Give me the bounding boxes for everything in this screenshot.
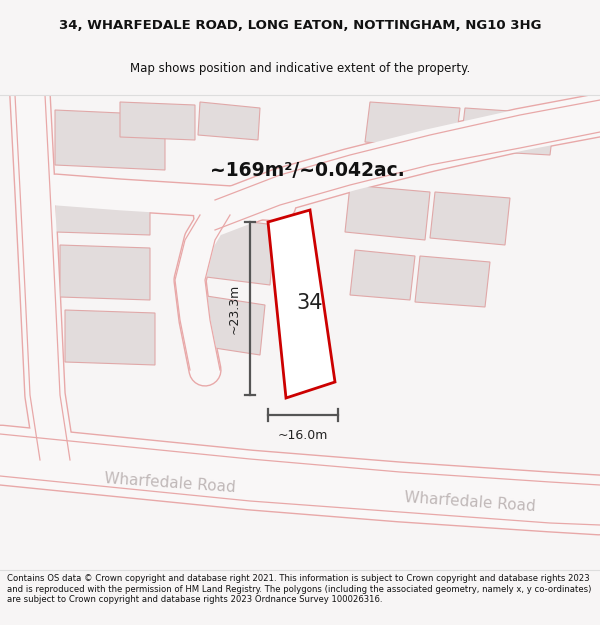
Polygon shape [190, 215, 275, 285]
Polygon shape [350, 250, 415, 300]
Text: ~23.3m: ~23.3m [227, 283, 241, 334]
Text: Map shows position and indicative extent of the property.: Map shows position and indicative extent… [130, 62, 470, 75]
Polygon shape [345, 185, 430, 240]
Text: Contains OS data © Crown copyright and database right 2021. This information is : Contains OS data © Crown copyright and d… [7, 574, 592, 604]
Text: Wharfedale Road: Wharfedale Road [104, 471, 236, 495]
Polygon shape [365, 102, 460, 150]
Polygon shape [120, 102, 195, 140]
Text: Wharfedale Road: Wharfedale Road [404, 490, 536, 514]
Polygon shape [415, 256, 490, 307]
Polygon shape [60, 245, 150, 300]
Text: 34, WHARFEDALE ROAD, LONG EATON, NOTTINGHAM, NG10 3HG: 34, WHARFEDALE ROAD, LONG EATON, NOTTING… [59, 19, 541, 32]
Text: ~16.0m: ~16.0m [278, 429, 328, 442]
Polygon shape [460, 108, 555, 155]
Text: ~169m²/~0.042ac.: ~169m²/~0.042ac. [210, 161, 405, 179]
Polygon shape [55, 110, 165, 170]
Polygon shape [65, 310, 155, 365]
Polygon shape [55, 180, 150, 235]
Polygon shape [195, 295, 265, 355]
Polygon shape [198, 102, 260, 140]
Text: 34: 34 [296, 293, 323, 313]
Polygon shape [430, 192, 510, 245]
Polygon shape [268, 210, 335, 398]
